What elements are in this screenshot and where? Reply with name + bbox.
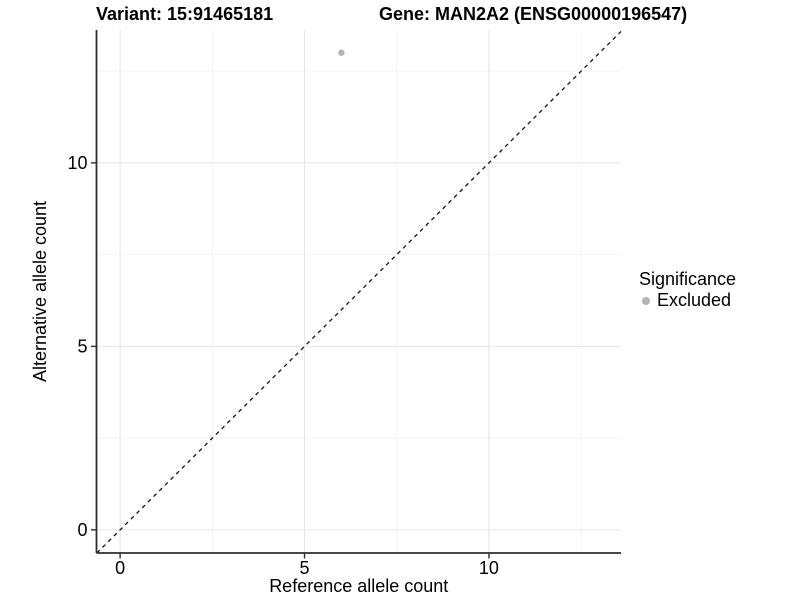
legend-title: Significance	[639, 269, 737, 289]
y-tick-label: 5	[77, 337, 87, 357]
y-tick-label: 0	[77, 520, 87, 540]
x-tick-label: 5	[300, 558, 310, 578]
x-tick-label: 10	[479, 558, 499, 578]
gene-title: Gene: MAN2A2 (ENSG00000196547)	[379, 4, 688, 24]
identity-line	[96, 31, 622, 554]
y-axis-title: Alternative allele count	[30, 201, 50, 382]
legend-item-label: Excluded	[657, 290, 732, 310]
legend-item-excluded: Excluded	[636, 290, 736, 311]
legend: Significance Excluded	[636, 269, 736, 311]
x-tick-label: 0	[115, 558, 125, 578]
legend-point-icon	[642, 296, 650, 305]
data-point	[338, 49, 345, 56]
y-tick-label: 10	[67, 153, 87, 173]
variant-title: Variant: 15:91465181	[96, 4, 274, 24]
x-axis-title: Reference allele count	[269, 576, 448, 596]
